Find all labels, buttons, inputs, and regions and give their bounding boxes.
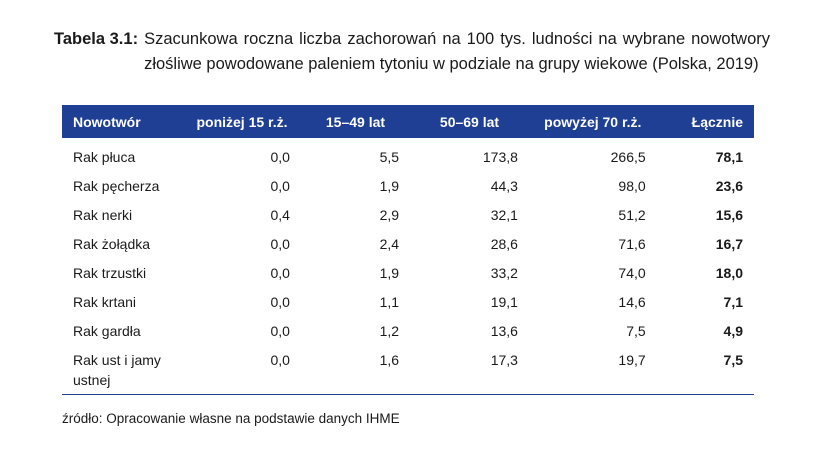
cell-value: 1,6	[300, 345, 411, 395]
cell-value: 14,6	[618, 293, 646, 310]
cell-value: 2,4	[379, 235, 400, 252]
table-row: Rak płuca 0,0 5,5 173,8 266,5 78,1	[62, 138, 754, 171]
table-row: Rak trzustki 0,0 1,9 33,2 74,0 18,0	[62, 258, 754, 287]
cell-value: 0,0	[270, 322, 290, 339]
caption-text: Szacunkowa roczna liczba zachorowań na 1…	[144, 30, 770, 73]
cell-value: 98,0	[618, 177, 646, 194]
header-powyzej-70: powyżej 70 r.ż.	[544, 113, 642, 130]
cell-value: 44,3	[490, 177, 518, 194]
cell-total: 15,6	[715, 206, 743, 223]
cell-value: 1,9	[379, 177, 400, 194]
cell-value: 0,0	[270, 235, 290, 252]
cell-name: Rak pęcherza	[73, 177, 160, 194]
cell-total: 18,0	[715, 264, 743, 281]
cell-value: 0,0	[270, 177, 290, 194]
header-15-49: 15–49 lat	[325, 113, 386, 130]
cell-value: 0,0	[270, 264, 290, 281]
cell-name: Rak ust i jamy ustnej	[62, 345, 184, 395]
cell-total: 7,1	[723, 293, 743, 310]
cell-name: Rak płuca	[73, 148, 136, 165]
header-nowotwor: Nowotwór	[73, 113, 141, 130]
header-ponizej-15: poniżej 15 r.ż.	[196, 113, 288, 130]
cell-name: Rak nerki	[73, 206, 133, 223]
table-row: Rak gardła 0,0 1,2 13,6 7,5 4,9	[62, 316, 754, 345]
cell-value: 5,5	[379, 148, 400, 165]
cell-value: 74,0	[618, 264, 646, 281]
cell-value: 71,6	[618, 235, 646, 252]
cell-value: 0,4	[270, 206, 290, 223]
cell-value: 1,2	[379, 322, 400, 339]
cell-total: 16,7	[715, 235, 743, 252]
cell-value: 1,1	[379, 293, 400, 310]
cell-name: Rak krtani	[73, 293, 137, 310]
cell-value: 0,0	[270, 148, 290, 165]
table-row: Rak żołądka 0,0 2,4 28,6 71,6 16,7	[62, 229, 754, 258]
cell-total: 7,5	[656, 345, 754, 395]
table-row: Rak krtani 0,0 1,1 19,1 14,6 7,1	[62, 287, 754, 316]
cell-value: 28,6	[490, 235, 518, 252]
cell-name: Rak gardła	[73, 322, 141, 339]
table-caption: Tabela 3.1: Szacunkowa roczna liczba zac…	[54, 27, 770, 77]
cell-value: 266,5	[610, 148, 646, 165]
cell-total: 23,6	[715, 177, 743, 194]
cell-value: 51,2	[618, 206, 646, 223]
cell-name: Rak trzustki	[73, 264, 147, 281]
table-row: Rak nerki 0,4 2,9 32,1 51,2 15,6	[62, 200, 754, 229]
cell-value: 33,2	[490, 264, 518, 281]
table-header-row: Nowotwór poniżej 15 r.ż. 15–49 lat 50–69…	[62, 105, 754, 138]
cell-value: 0,0	[183, 345, 301, 395]
header-lacznie: Łącznie	[691, 113, 743, 130]
cell-total: 78,1	[715, 148, 743, 165]
cell-total: 4,9	[723, 322, 743, 339]
source-note: źródło: Opracowanie własne na podstawie …	[62, 411, 400, 426]
cell-value: 19,7	[528, 345, 657, 395]
table-row: Rak pęcherza 0,0 1,9 44,3 98,0 23,6	[62, 171, 754, 200]
cell-value: 7,5	[626, 322, 646, 339]
cell-name: Rak żołądka	[73, 235, 151, 252]
cell-value: 1,9	[379, 264, 400, 281]
cell-value: 173,8	[482, 148, 518, 165]
caption-label: Tabela 3.1:	[54, 30, 139, 48]
cell-value: 13,6	[490, 322, 518, 339]
cell-value: 17,3	[410, 345, 529, 395]
cell-value: 19,1	[490, 293, 518, 310]
table-row: Rak ust i jamy ustnej 0,0 1,6 17,3 19,7 …	[62, 345, 754, 395]
data-table: Nowotwór poniżej 15 r.ż. 15–49 lat 50–69…	[62, 105, 754, 395]
cell-value: 2,9	[379, 206, 400, 223]
cell-value: 0,0	[270, 293, 290, 310]
header-50-69: 50–69 lat	[439, 113, 500, 130]
cell-value: 32,1	[490, 206, 518, 223]
